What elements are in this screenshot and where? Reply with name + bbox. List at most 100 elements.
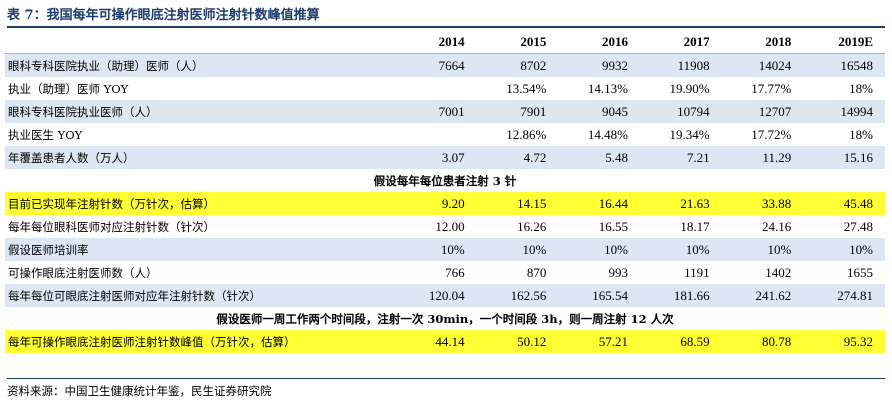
table-row: 可操作眼底注射医师数（人） 766 870 993 1191 1402 1655 [5,261,885,284]
cell-value: 19.34% [639,123,722,146]
cell-value: 120.04 [395,284,477,307]
table-row: 执业（助理）医师 YOY 13.54% 14.13% 19.90% 17.77% 18% [5,77,885,100]
cell-value: 14.48% [558,123,640,146]
cell-value: 10794 [639,100,722,123]
row-label: 目前已实现年注射针数（万针次，估算） [5,192,395,215]
header-year: 2019E [803,30,885,54]
cell-value: 12.00 [395,215,477,238]
row-label: 每年每位眼科医师对应注射针数（针次） [5,215,395,238]
header-empty [5,30,395,54]
cell-value: 14024 [721,53,804,77]
cell-value: 17.77% [721,77,804,100]
cell-value: 766 [395,261,477,284]
header-year: 2018 [721,30,804,54]
cell-value: 10% [803,238,885,261]
cell-value: 1402 [721,261,804,284]
assumption-text: 假设每年每位患者注射 3 针 [5,169,885,192]
cell-value: 7.21 [639,146,722,169]
header-year: 2016 [558,30,640,54]
cell-value: 50.12 [476,330,559,353]
row-label: 执业医生 YOY [5,123,395,146]
cell-value: 14.13% [558,77,640,100]
cell-value: 3.07 [395,146,477,169]
cell-value: 5.48 [558,146,640,169]
cell-value: 12.86% [476,123,559,146]
cell-value: 14.15 [476,192,559,215]
row-label: 眼科专科医院执业（助理）医师（人） [5,53,395,77]
row-label: 假设医师培训率 [5,238,395,261]
header-row: 2014 2015 2016 2017 2018 2019E [5,30,885,54]
cell-value: 162.56 [476,284,559,307]
row-label: 每年可操作眼底注射医师注射针数峰值（万针次，估算） [5,330,395,353]
cell-value: 95.32 [803,330,885,353]
cell-value: 10% [395,238,477,261]
table-title: 表 7：我国每年可操作眼底注射医师注射针数峰值推算 [7,6,885,28]
table-row: 每年每位眼科医师对应注射针数（针次） 12.00 16.26 16.55 18.17 24… [5,215,885,238]
row-label: 年覆盖患者人数（万人） [5,146,395,169]
cell-value: 10% [721,238,804,261]
table-row: 年覆盖患者人数（万人） 3.07 4.72 5.48 7.21 11.29 15.16 [5,146,885,169]
row-label: 眼科专科医院执业医师（人） [5,100,395,123]
cell-value: 21.63 [639,192,722,215]
cell-value: 8702 [476,53,559,77]
cell-value: 44.14 [395,330,477,353]
table-row: 每年可操作眼底注射医师注射针数峰值（万针次，估算） 44.14 50.12 57.21… [5,330,885,353]
table-row: 假设医师培训率 10% 10% 10% 10% 10% 10% [5,238,885,261]
cell-value: 18% [803,123,885,146]
table-row: 目前已实现年注射针数（万针次，估算） 9.20 14.15 16.44 21.63 33.… [5,192,885,215]
cell-value: 18% [803,77,885,100]
cell-value: 17.72% [721,123,804,146]
cell-value: 27.48 [803,215,885,238]
header-year: 2017 [639,30,722,54]
cell-value: 14994 [803,100,885,123]
cell-value: 7001 [395,100,477,123]
table-row: 执业医生 YOY 12.86% 14.48% 19.34% 17.72% 18% [5,123,885,146]
row-label: 每年每位可眼底注射医师对应年注射针数（针次） [5,284,395,307]
cell-value: 68.59 [639,330,722,353]
cell-value: 80.78 [721,330,804,353]
assumption-text: 假设医师一周工作两个时间段，注射一次 30min，一个时间段 3h，则一周注射 … [5,307,885,330]
cell-value: 33.88 [721,192,804,215]
cell-value: 7664 [395,53,477,77]
cell-value: 7901 [476,100,559,123]
cell-value: 1191 [639,261,722,284]
cell-value: 993 [558,261,640,284]
cell-value: 9045 [558,100,640,123]
cell-value: 274.81 [803,284,885,307]
assumption-row: 假设医师一周工作两个时间段，注射一次 30min，一个时间段 3h，则一周注射 … [5,307,885,330]
cell-value: 15.16 [803,146,885,169]
source-note: 资料来源：中国卫生健康统计年鉴，民生证券研究院 [7,378,885,399]
cell-value: 241.62 [721,284,804,307]
cell-value: 11908 [639,53,722,77]
data-table: 2014 2015 2016 2017 2018 2019E 眼科专科医院执业（… [5,30,885,353]
cell-value: 16548 [803,53,885,77]
cell-value: 16.26 [476,215,559,238]
cell-value: 57.21 [558,330,640,353]
cell-value [395,77,477,100]
cell-value: 24.16 [721,215,804,238]
cell-value: 12707 [721,100,804,123]
cell-value: 1655 [803,261,885,284]
cell-value: 16.55 [558,215,640,238]
cell-value: 870 [476,261,559,284]
table-row: 每年每位可眼底注射医师对应年注射针数（针次） 120.04 162.56 165.54… [5,284,885,307]
cell-value: 9.20 [395,192,477,215]
cell-value: 16.44 [558,192,640,215]
assumption-row: 假设每年每位患者注射 3 针 [5,169,885,192]
table-row: 眼科专科医院执业医师（人） 7001 7901 9045 10794 12707 14994 [5,100,885,123]
cell-value: 181.66 [639,284,722,307]
cell-value: 19.90% [639,77,722,100]
header-year: 2014 [395,30,477,54]
cell-value: 10% [639,238,722,261]
row-label: 可操作眼底注射医师数（人） [5,261,395,284]
cell-value: 11.29 [721,146,804,169]
cell-value: 45.48 [803,192,885,215]
cell-value: 10% [476,238,559,261]
cell-value: 9932 [558,53,640,77]
row-label: 执业（助理）医师 YOY [5,77,395,100]
table-row: 眼科专科医院执业（助理）医师（人） 7664 8702 9932 11908 14024 1… [5,53,885,77]
cell-value: 4.72 [476,146,559,169]
cell-value: 10% [558,238,640,261]
cell-value: 165.54 [558,284,640,307]
cell-value: 18.17 [639,215,722,238]
